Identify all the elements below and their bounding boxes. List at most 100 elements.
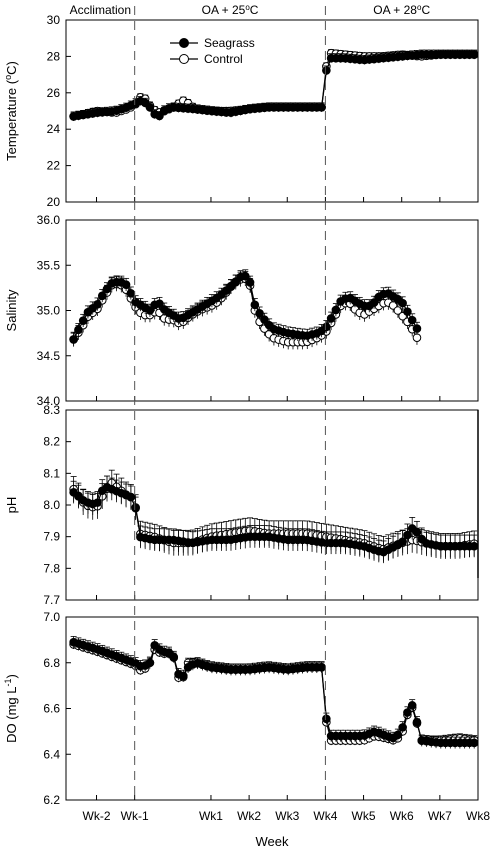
salinity-seagrass-point	[326, 314, 336, 323]
phase-boundaries	[134, 6, 326, 800]
panel-do: 6.2 6.4 6.6 6.8 7.0 DO (mg L-1)	[3, 610, 479, 807]
phase-label: OA + 28oC	[373, 3, 430, 18]
ph-seagrass-point	[412, 528, 422, 537]
salinity-seagrass-point	[369, 298, 379, 307]
salinity-seagrass-point	[69, 335, 78, 344]
do-y-title-end: )	[4, 674, 19, 678]
salinity-control-point	[412, 333, 422, 342]
phase-label-text: OA + 25	[202, 3, 246, 17]
do-y-axis-title: DO (mg L-1)	[3, 674, 19, 743]
ph-y-tick-label: 8.3	[43, 403, 60, 417]
x-tick-label: Wk8	[466, 809, 490, 823]
phase-label-unit: C	[250, 3, 259, 17]
temperature-y-tick-label: 24	[47, 122, 61, 136]
salinity-seagrass-point	[97, 291, 107, 301]
do-seagrass-point	[322, 714, 331, 724]
salinity-series-seagrass	[69, 269, 422, 346]
temperature-y-axis-title: Temperature (oC)	[3, 61, 19, 161]
salinity-y-axis-title: Salinity	[4, 289, 19, 331]
ph-seagrass-point	[398, 537, 407, 546]
salinity-seagrass-point	[93, 299, 102, 309]
do-seagrass-point	[393, 730, 403, 740]
temperature-seagrass-point	[155, 111, 164, 121]
salinity-seagrass-point	[74, 325, 83, 335]
temperature-plot-frame	[65, 19, 479, 203]
ph-seagrass-point	[403, 530, 412, 540]
x-tick-label: Wk7	[428, 809, 452, 823]
temperature-y-tick-label: 30	[47, 13, 61, 27]
legend-label: Seagrass	[204, 36, 255, 50]
legend-entry-seagrass: Seagrass	[170, 36, 255, 50]
do-seagrass-point	[398, 723, 407, 732]
ph-y-axis-title: pH	[4, 497, 19, 514]
do-seagrass-point	[179, 671, 188, 681]
phase-label-text: Acclimation	[70, 3, 131, 17]
ph-seagrass-point	[93, 498, 102, 507]
phase-label-text: OA + 28	[373, 3, 417, 17]
x-tick-label: Wk1	[199, 809, 223, 823]
salinity-seagrass-point	[260, 315, 269, 324]
ph-y-tick-label: 8.1	[43, 466, 60, 480]
x-tick-label: Wk-1	[121, 809, 149, 823]
temperature-seagrass-point	[322, 66, 331, 75]
ph-y-tick-label: 8.0	[43, 498, 60, 512]
x-tick-label: Wk-2	[83, 809, 111, 823]
ph-y-tick-label: 7.8	[43, 561, 60, 575]
phase-label-sup: o	[245, 3, 250, 12]
temperature-seagrass-point	[317, 103, 326, 112]
phase-label: OA + 25oC	[202, 3, 259, 18]
salinity-seagrass-point	[412, 324, 422, 333]
phase-labels: Acclimation OA + 25oC OA + 28oC	[70, 3, 431, 18]
x-tick-label: Wk4	[313, 809, 337, 823]
salinity-y-tick-label: 35.0	[37, 304, 61, 318]
x-axis: Wk-2 Wk-1 Wk1 Wk2 Wk3 Wk4 Wk5 Wk6 Wk7 Wk8 Week	[83, 809, 491, 849]
do-seagrass-point	[169, 652, 179, 662]
temperature-series-seagrass	[69, 49, 479, 122]
temperature-y-title-main: Temperature (	[4, 79, 19, 161]
panel-ph: 7.7 7.8 7.9 8.0 8.1 8.2 8.3 pH	[4, 403, 479, 607]
salinity-seagrass-point	[398, 298, 407, 308]
temperature-y-title-sup: o	[3, 75, 13, 80]
phase-label: Acclimation	[70, 3, 131, 17]
do-series-seagrass	[69, 636, 479, 749]
do-y-tick-label: 6.4	[43, 747, 60, 761]
panel-salinity: 34.0 34.5 35.0 35.5 36.0 Salinity	[4, 213, 479, 408]
salinity-y-title-main: Salinity	[4, 289, 19, 331]
chart-panels: 20 22 24 26 28 30 Temperature (oC) 34.0 34.5 35.0…	[3, 13, 479, 807]
ph-y-tick-label: 7.9	[43, 530, 60, 544]
do-y-tick-label: 6.8	[43, 656, 60, 670]
salinity-seagrass-point	[245, 278, 255, 287]
x-tick-label: Wk6	[390, 809, 414, 823]
ph-plot-frame	[65, 409, 479, 601]
x-axis-title: Week	[256, 834, 289, 849]
ph-y-tick-label: 7.7	[43, 593, 60, 607]
salinity-seagrass-point	[331, 305, 341, 315]
legend-marker	[179, 38, 189, 48]
salinity-seagrass-point	[145, 306, 155, 315]
do-y-title-main: DO (mg L	[4, 687, 19, 743]
salinity-seagrass-point	[250, 300, 260, 310]
ph-y-title-main: pH	[4, 497, 19, 514]
salinity-seagrass-point	[322, 322, 331, 332]
legend-label: Control	[204, 52, 243, 66]
temperature-y-tick-label: 28	[47, 49, 61, 63]
x-tick-label: Wk5	[352, 809, 376, 823]
legend-marker	[179, 54, 189, 64]
do-y-tick-label: 6.6	[43, 702, 60, 716]
salinity-y-tick-label: 35.5	[37, 258, 61, 272]
salinity-seagrass-point	[78, 316, 88, 325]
do-seagrass-point	[145, 658, 155, 668]
salinity-y-tick-label: 34.0	[37, 394, 61, 408]
salinity-y-tick-label: 36.0	[37, 213, 61, 227]
do-y-tick-label: 6.2	[43, 793, 60, 807]
temperature-seagrass-point	[469, 50, 479, 59]
do-y-title-sup: -1	[3, 678, 13, 686]
salinity-seagrass-point	[102, 284, 112, 294]
legend-entry-control: Control	[170, 52, 243, 66]
do-seagrass-point	[403, 708, 412, 717]
do-y-tick-label: 7.0	[43, 610, 60, 624]
ph-series-seagrass	[69, 475, 479, 564]
temperature-y-tick-label: 20	[47, 195, 61, 209]
temperature-y-title-end: C)	[4, 61, 19, 75]
